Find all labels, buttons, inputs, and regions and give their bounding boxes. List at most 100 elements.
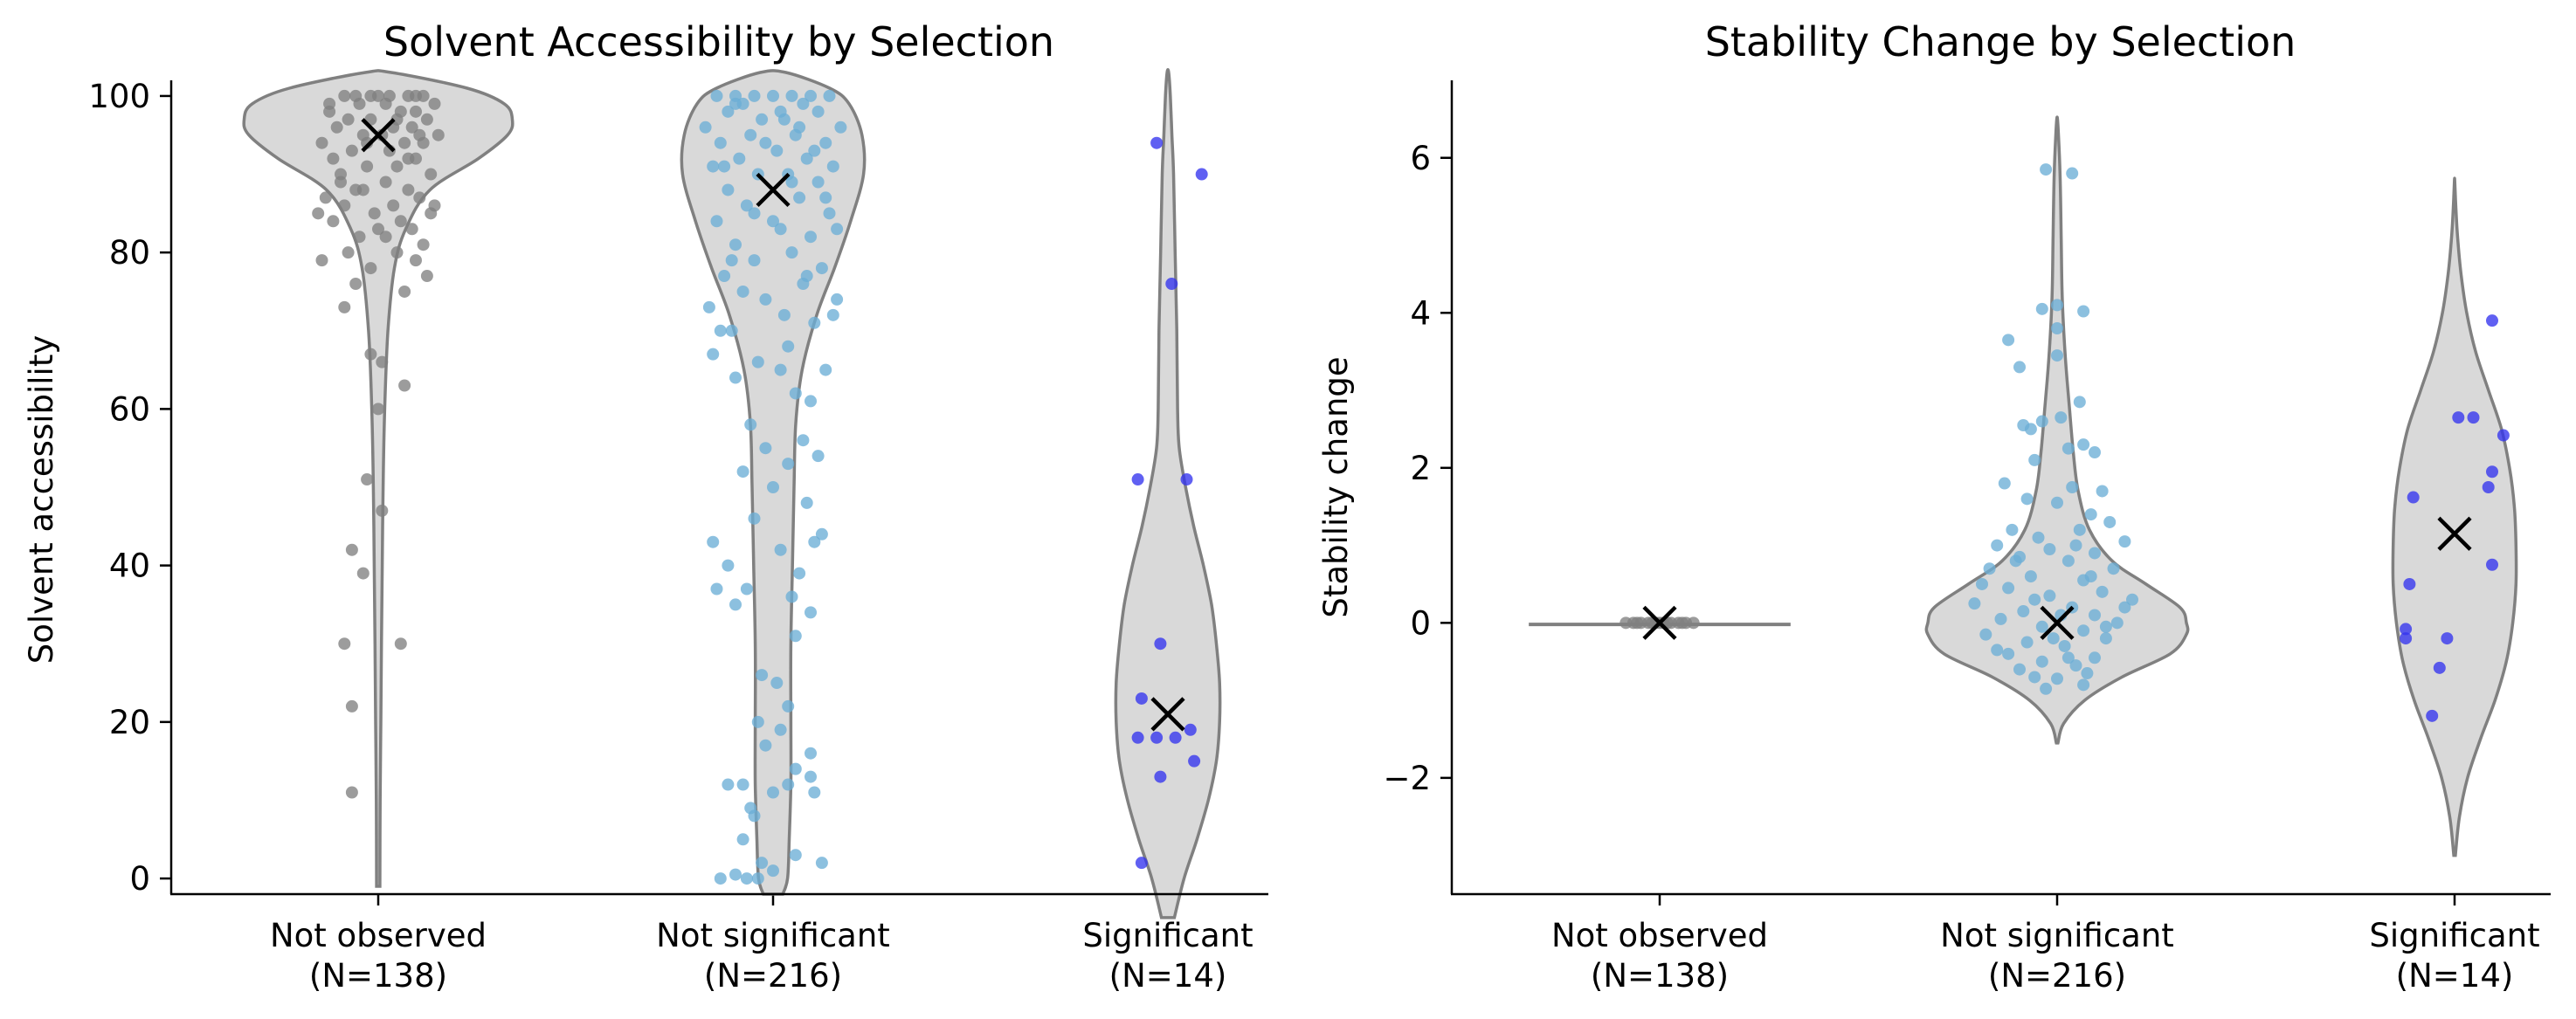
- data-point: [2028, 593, 2041, 606]
- data-point: [2486, 465, 2498, 479]
- data-point: [1998, 477, 2011, 490]
- data-point: [748, 207, 761, 220]
- x-category-label: Significant: [2369, 917, 2539, 954]
- data-point: [2028, 671, 2041, 684]
- data-point: [2035, 655, 2048, 668]
- data-point: [748, 254, 761, 267]
- data-point: [390, 246, 404, 259]
- data-point: [1188, 754, 1201, 768]
- chart-title: Stability Change by Selection: [1705, 18, 2296, 65]
- data-point: [774, 543, 787, 556]
- data-point: [782, 458, 795, 471]
- data-point: [1976, 577, 1988, 590]
- data-point: [756, 669, 769, 682]
- data-point: [413, 191, 426, 204]
- data-point: [345, 786, 358, 799]
- data-point: [774, 223, 787, 236]
- data-point: [2051, 322, 2063, 335]
- data-point: [811, 176, 825, 189]
- data-point: [2035, 620, 2048, 633]
- data-point: [2077, 438, 2090, 451]
- data-point: [808, 786, 821, 799]
- data-point: [420, 113, 433, 126]
- data-point: [714, 872, 727, 885]
- data-point: [793, 120, 806, 134]
- data-point: [805, 770, 817, 783]
- data-point: [342, 246, 355, 259]
- x-category-count: (N=14): [2396, 957, 2514, 995]
- data-point: [2426, 709, 2439, 722]
- data-point: [819, 136, 832, 149]
- data-point: [2096, 585, 2109, 598]
- x-category-count: (N=138): [309, 957, 447, 995]
- data-point: [729, 371, 742, 384]
- data-point: [736, 285, 749, 298]
- data-point: [2110, 616, 2124, 630]
- data-point: [405, 120, 418, 134]
- data-point: [2482, 481, 2495, 493]
- data-point: [345, 543, 358, 556]
- violin-shape: [2391, 176, 2518, 857]
- data-point: [2486, 558, 2498, 571]
- data-point: [390, 160, 404, 173]
- y-tick-label: 6: [1410, 140, 1431, 177]
- data-point: [789, 762, 802, 775]
- data-point: [2051, 299, 2063, 312]
- data-point: [1165, 278, 1178, 290]
- data-point: [2400, 623, 2413, 636]
- data-point: [815, 262, 828, 275]
- x-category-count: (N=216): [704, 957, 842, 995]
- data-point: [372, 89, 384, 102]
- data-point: [740, 199, 753, 212]
- data-point: [722, 183, 735, 196]
- data-point: [819, 191, 832, 204]
- data-point: [379, 176, 392, 189]
- data-point: [2126, 593, 2138, 606]
- data-point: [394, 215, 407, 228]
- data-point: [714, 136, 727, 149]
- data-point: [733, 152, 746, 165]
- data-point: [2403, 577, 2416, 590]
- mean-markers: [361, 118, 1185, 732]
- data-point: [785, 89, 798, 102]
- data-point: [2096, 485, 2109, 498]
- data-point: [777, 308, 791, 321]
- data-point: [349, 278, 363, 290]
- mean-marker: [361, 118, 396, 153]
- data-point: [751, 715, 764, 728]
- mean-markers: [1642, 516, 2472, 640]
- data-point: [1135, 857, 1148, 870]
- data-point: [808, 535, 821, 548]
- data-point: [782, 699, 795, 713]
- data-point: [2055, 411, 2068, 424]
- data-point: [2084, 508, 2097, 521]
- data-point: [2089, 651, 2101, 664]
- data-point: [800, 152, 813, 165]
- data-point: [759, 739, 772, 752]
- data-point: [759, 442, 772, 455]
- data-point: [2069, 539, 2082, 552]
- data-point: [410, 89, 422, 102]
- x-category-labels: Not observed(N=138) Not significant(N=216…: [270, 894, 1253, 995]
- violin-shape: [1114, 67, 1222, 919]
- data-point: [789, 849, 802, 862]
- data-point: [2077, 305, 2090, 318]
- data-point: [327, 215, 340, 228]
- data-point: [2051, 496, 2063, 509]
- data-point: [410, 105, 422, 118]
- data-point: [1619, 616, 1633, 630]
- data-point: [2024, 423, 2037, 436]
- data-point: [376, 504, 389, 517]
- data-point: [2002, 334, 2015, 347]
- data-point: [785, 590, 798, 603]
- y-tick-label: 20: [109, 704, 150, 741]
- data-point: [2089, 609, 2101, 622]
- y-tick-label: 60: [109, 390, 150, 428]
- mean-marker: [1642, 605, 1677, 640]
- data-point: [2066, 481, 2079, 493]
- data-point: [420, 270, 433, 283]
- data-point: [815, 857, 828, 870]
- mean-marker: [2437, 516, 2472, 551]
- x-category-labels: Not observed(N=138) Not significant(N=216…: [1551, 894, 2540, 995]
- violins: [1529, 115, 2518, 857]
